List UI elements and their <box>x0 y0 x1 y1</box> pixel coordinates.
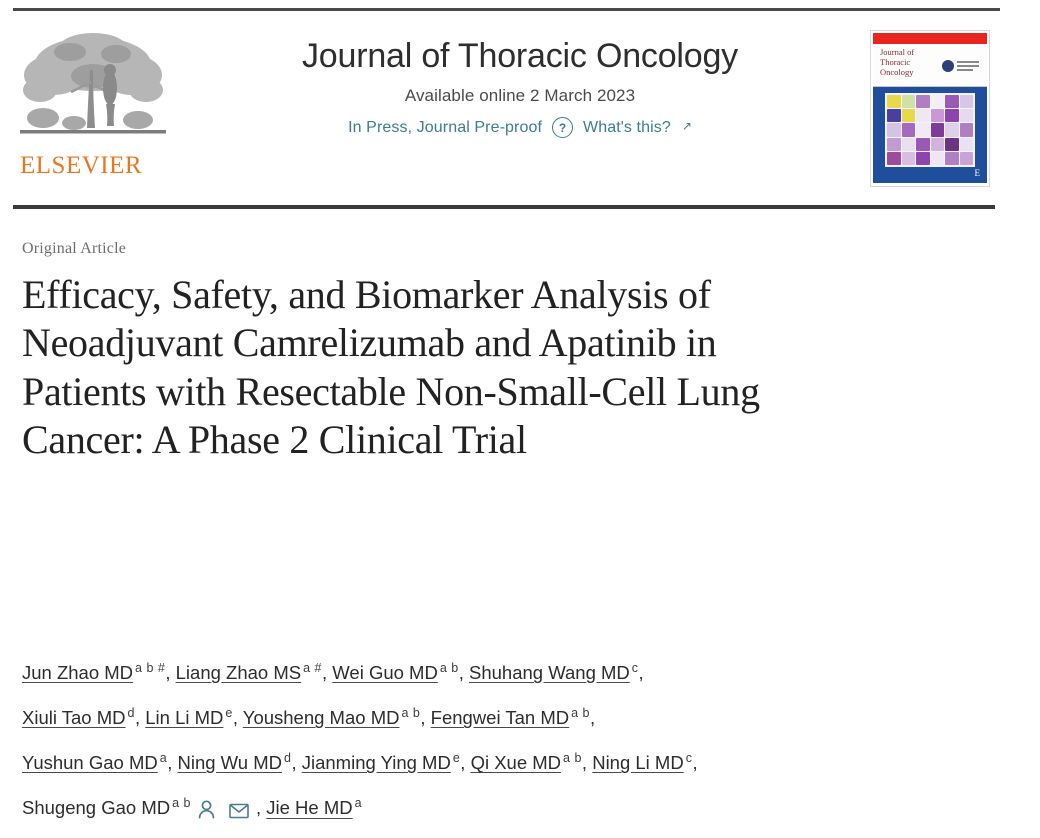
author-name[interactable]: Xiuli Tao MD <box>22 707 126 729</box>
author-separator: , <box>167 752 178 774</box>
article-block: Original Article Efficacy, Safety, and B… <box>22 240 822 491</box>
cover-title-text: Journal of Thoracic Oncology <box>880 47 915 77</box>
author-affiliation-marker[interactable]: a <box>159 751 168 766</box>
author-affiliation-marker[interactable]: e <box>225 706 233 721</box>
cover-figure-grid <box>885 93 975 167</box>
email-icon[interactable] <box>229 793 249 833</box>
author-affiliation-marker[interactable]: a b <box>439 661 459 675</box>
author-name[interactable]: Fengwei Tan MD <box>430 707 570 729</box>
author-line: Shugeng Gao MD a b, Jie He MD a <box>22 783 1022 832</box>
status-badge: In Press, Journal Pre-proof <box>348 118 542 136</box>
journal-title[interactable]: Journal of Thoracic Oncology <box>301 37 738 75</box>
author-separator: , <box>165 662 176 684</box>
author-name[interactable]: Jianming Ying MD <box>301 752 451 774</box>
author-affiliation-marker[interactable]: d <box>284 751 292 766</box>
author-affiliation-marker[interactable]: a b <box>563 751 582 766</box>
author-separator: , <box>638 662 644 684</box>
author-separator: , <box>590 707 596 729</box>
external-link-icon: ↗ <box>681 118 692 133</box>
elsevier-logo[interactable]: ELSEVIER <box>18 30 168 190</box>
author-separator: , <box>458 662 469 684</box>
article-type-label: Original Article <box>22 240 127 257</box>
journal-header: ELSEVIER Journal of Thoracic Oncology Av… <box>0 18 1040 198</box>
author-separator: , <box>134 707 146 729</box>
author-affiliation-marker[interactable]: d <box>127 706 135 721</box>
author-separator: , <box>420 707 431 729</box>
author-separator: , <box>581 752 593 774</box>
elsevier-wordmark: ELSEVIER <box>20 152 143 179</box>
author-line: Yushun Gao MD a, Ning Wu MD d, Jianming Yi… <box>22 738 1022 783</box>
author-name[interactable]: Ning Li MD <box>592 752 684 774</box>
author-affiliation-marker[interactable]: a b <box>571 706 591 721</box>
author-name: Shugeng Gao MD <box>22 797 171 819</box>
cover-title-line-3: Oncology <box>880 66 914 77</box>
cover-publisher-mark: E <box>974 168 981 178</box>
author-name[interactable]: Shuhang Wang MD <box>469 662 630 684</box>
author-profile-icon[interactable] <box>198 793 215 833</box>
author-affiliation-marker[interactable]: a <box>354 796 363 811</box>
journal-info-block: Journal of Thoracic Oncology Available o… <box>210 36 830 139</box>
cover-title-line-2: Thoracic <box>880 56 911 67</box>
top-divider <box>13 8 1000 11</box>
author-separator: , <box>460 752 471 774</box>
author-name[interactable]: Qi Xue MD <box>470 752 562 774</box>
header-divider <box>13 205 995 209</box>
author-affiliation-marker[interactable]: a b <box>401 706 421 721</box>
cover-red-banner <box>873 33 987 44</box>
cover-title-panel: Journal of Thoracic Oncology <box>873 44 987 87</box>
author-affiliation-marker[interactable]: c <box>631 661 639 675</box>
elsevier-tree-icon <box>18 30 168 152</box>
cover-body-panel: E <box>873 87 987 183</box>
author-affiliation-marker[interactable]: c <box>685 751 693 766</box>
availability-date: Available online 2 March 2023 <box>404 86 636 106</box>
author-name[interactable]: Liang Zhao MS <box>175 662 302 684</box>
author-name[interactable]: Lin Li MD <box>145 707 224 729</box>
author-affiliation-marker[interactable]: a b # <box>135 661 166 675</box>
publication-status-row: In Press, Journal Pre-proof ? What's thi… <box>210 117 830 139</box>
author-separator: , <box>255 797 267 819</box>
author-affiliation-marker[interactable]: e <box>452 751 461 766</box>
author-affiliation-marker[interactable]: a b <box>172 796 191 811</box>
author-name[interactable]: Yousheng Mao MD <box>242 707 400 729</box>
cover-title-line-1: Journal of <box>880 47 915 57</box>
author-name[interactable]: Jun Zhao MD <box>22 662 134 684</box>
author-affiliation-marker[interactable]: a # <box>303 661 322 675</box>
author-name[interactable]: Ning Wu MD <box>177 752 282 774</box>
author-separator: , <box>692 752 698 774</box>
author-name[interactable]: Yushun Gao MD <box>22 752 158 774</box>
author-separator: , <box>291 752 302 774</box>
page-title: Efficacy, Safety, and Biomarker Analysis… <box>22 272 760 463</box>
author-line: Xiuli Tao MD d, Lin Li MD e, Yousheng Mao … <box>22 693 1022 738</box>
cover-society-emblem-icon <box>942 60 979 72</box>
journal-cover-thumbnail[interactable]: Journal of Thoracic Oncology <box>870 30 990 187</box>
author-name[interactable]: Jie He MD <box>266 797 353 819</box>
author-separator: , <box>322 662 333 684</box>
whats-this-link[interactable]: What's this? <box>583 118 671 136</box>
author-name[interactable]: Wei Guo MD <box>332 662 438 684</box>
help-circle-icon[interactable]: ? <box>552 117 573 139</box>
author-separator: , <box>232 707 243 729</box>
author-list: Jun Zhao MD a b #, Liang Zhao MS a #, Wei … <box>22 648 1022 833</box>
author-line: Jun Zhao MD a b #, Liang Zhao MS a #, Wei … <box>22 648 1022 693</box>
